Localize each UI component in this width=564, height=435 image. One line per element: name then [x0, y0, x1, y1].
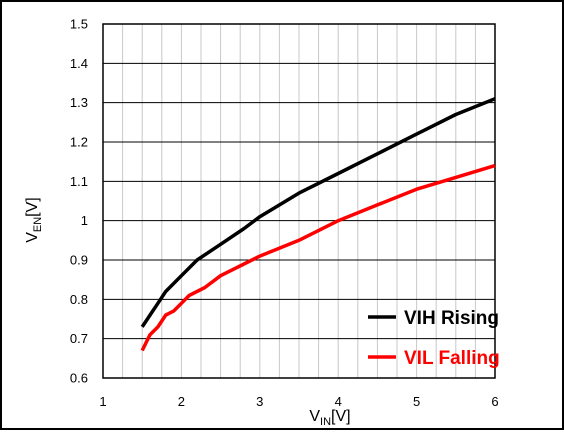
plot-border: [102, 23, 496, 379]
grid: [103, 24, 495, 378]
y-axis-title-subscript: EN: [32, 217, 44, 232]
y-tick-label: 0.7: [70, 331, 88, 346]
y-axis-title: VEN[V]: [24, 197, 44, 243]
y-tick-label: 0.9: [70, 253, 88, 268]
legend-label-vil-falling: VIL Falling: [404, 348, 500, 369]
x-tick-label: 5: [413, 394, 420, 409]
y-tick-label: 1: [81, 213, 88, 228]
x-axis-title-subscript: IN: [320, 416, 331, 428]
series-layer: [140, 97, 496, 352]
x-axis-title-unit: [V]: [331, 408, 351, 425]
series-line-vil-falling: [140, 163, 496, 352]
x-tick-labels: 1 2 3 4 5 6: [99, 394, 498, 409]
series-line-vih-rising: [140, 97, 496, 328]
x-tick-label: 3: [256, 394, 263, 409]
y-tick-label: 0.6: [70, 371, 88, 386]
y-tick-label: 1.2: [70, 135, 88, 150]
legend: VIH Rising VIL Falling: [368, 308, 500, 369]
y-tick-label: 1.4: [70, 56, 88, 71]
y-axis-title-unit: [V]: [24, 197, 41, 217]
x-tick-label: 1: [99, 394, 106, 409]
x-tick-label: 6: [491, 394, 498, 409]
y-axis-title-base: V: [24, 232, 41, 243]
y-tick-labels: 0.6 0.7 0.8 0.9 1 1.1 1.2 1.3 1.4 1.5: [70, 17, 88, 386]
x-tick-label: 2: [178, 394, 185, 409]
y-tick-label: 1.1: [70, 174, 88, 189]
y-tick-label: 1.5: [70, 17, 88, 32]
y-tick-label: 1.3: [70, 95, 88, 110]
legend-label-vih-rising: VIH Rising: [404, 308, 499, 329]
x-axis-title-base: V: [309, 408, 320, 425]
y-tick-label: 0.8: [70, 292, 88, 307]
x-tick-label: 4: [335, 394, 342, 409]
x-axis-title: VIN[V]: [309, 408, 350, 428]
